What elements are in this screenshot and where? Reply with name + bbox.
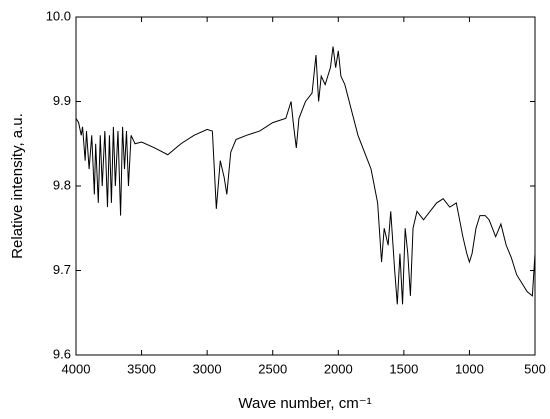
x-tick-label: 500 [524, 361, 546, 376]
x-tick-label: 4000 [62, 361, 91, 376]
y-tick-label: 9.8 [53, 177, 71, 192]
x-tick-label: 3500 [127, 361, 156, 376]
x-tick-label: 1500 [389, 361, 418, 376]
x-tick-label: 2000 [324, 361, 353, 376]
spectrum-line [75, 46, 536, 305]
y-tick-label: 9.7 [53, 262, 71, 277]
y-tick-label: 9.9 [53, 93, 71, 108]
x-tick-label: 3000 [193, 361, 222, 376]
plot-frame [75, 16, 536, 356]
x-tick-label: 1000 [455, 361, 484, 376]
x-axis-title: Wave number, cm⁻¹ [238, 395, 371, 412]
x-tick-label: 2500 [258, 361, 287, 376]
y-axis-title: Relative intensity, a.u. [9, 113, 26, 259]
y-tick-label: 10.0 [46, 8, 71, 23]
y-tick-label: 9.6 [53, 346, 71, 361]
